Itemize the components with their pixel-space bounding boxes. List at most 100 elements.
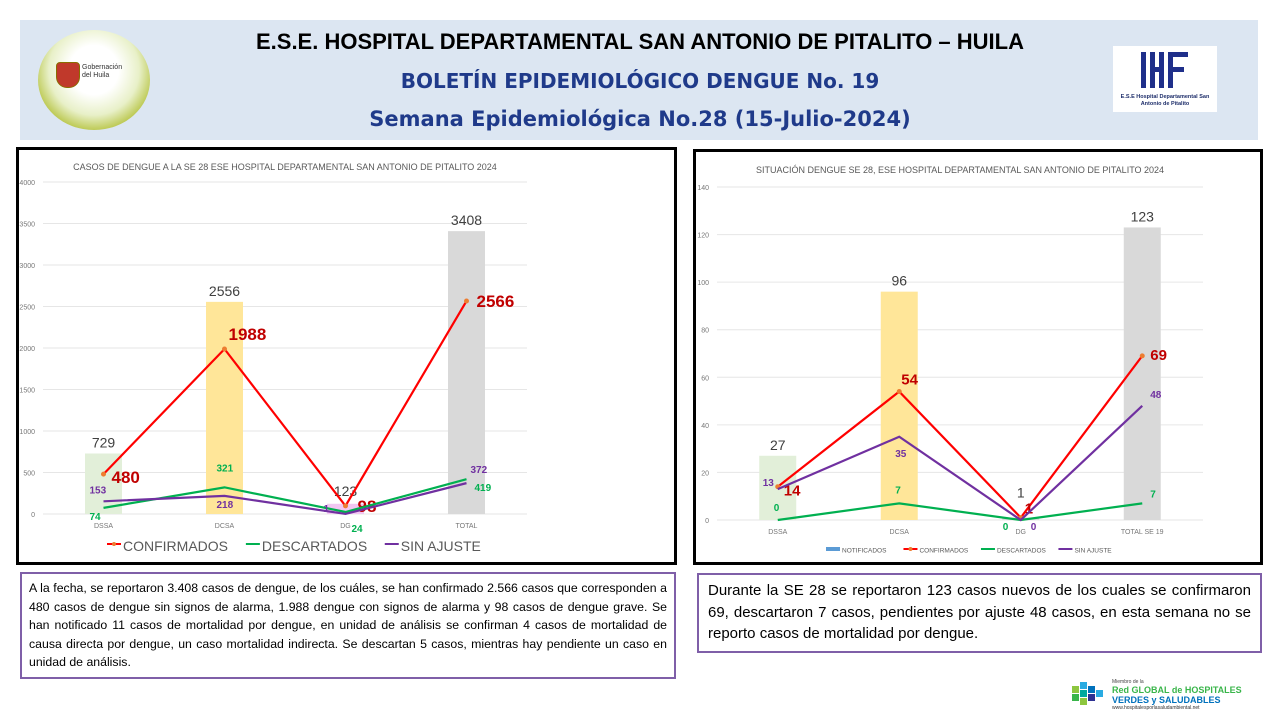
data-label: 419 xyxy=(475,483,492,494)
series-line-descartados xyxy=(103,478,467,514)
y-tick-label: 0 xyxy=(705,518,709,525)
data-point xyxy=(1139,353,1145,359)
x-tick-label: TOTAL xyxy=(456,523,478,530)
data-label: 7 xyxy=(1150,489,1156,500)
gobernacion-huila-logo: Gobernación del Huila xyxy=(38,30,150,130)
y-tick-label: 1000 xyxy=(19,429,35,436)
data-label: 24 xyxy=(352,524,364,535)
data-label: 1 xyxy=(324,504,330,515)
legend-marker xyxy=(112,542,116,546)
bar xyxy=(448,231,485,515)
legend-label: CONFIRMADOS xyxy=(123,538,228,554)
data-label: 48 xyxy=(1150,390,1162,401)
y-tick-label: 60 xyxy=(701,375,709,382)
data-label: 372 xyxy=(471,465,488,476)
data-label: 218 xyxy=(217,500,234,511)
bar-value-label: 27 xyxy=(770,437,786,453)
data-label: 153 xyxy=(90,485,107,496)
legend-label: DESCARTADOS xyxy=(262,538,367,554)
summary-text-left: A la fecha, se reportaron 3.408 casos de… xyxy=(20,572,676,679)
hospital-logo: E.S.E Hospital Departamental San Antonio… xyxy=(1113,46,1217,112)
y-tick-label: 3500 xyxy=(19,222,35,229)
series-line-sin-ajuste xyxy=(777,405,1144,522)
x-tick-label: DCSA xyxy=(215,523,235,530)
bar-value-label: 123 xyxy=(1131,208,1155,224)
chart-title: CASOS DE DENGUE A LA SE 28 ESE HOSPITAL … xyxy=(73,162,497,172)
data-label: 7 xyxy=(895,485,901,496)
data-point xyxy=(896,389,902,395)
header-banner xyxy=(20,20,1258,140)
bar xyxy=(85,453,122,514)
x-tick-label: DSSA xyxy=(768,529,787,536)
bar-value-label: 3408 xyxy=(451,212,482,228)
y-tick-label: 120 xyxy=(697,233,709,240)
bar-value-label: 96 xyxy=(891,273,907,289)
logo-line: Red GLOBAL de HOSPITALES xyxy=(1112,685,1242,695)
logo-line: Miembro de la xyxy=(1112,679,1144,685)
data-point xyxy=(222,346,227,352)
legend-swatch xyxy=(826,547,840,551)
x-tick-label: TOTAL SE 19 xyxy=(1121,529,1164,536)
legend-label: SIN AJUSTE xyxy=(1074,547,1112,554)
chart-svg: SITUACIÓN DENGUE SE 28, ESE HOSPITAL DEP… xyxy=(697,165,1203,554)
chart-week-situation: SITUACIÓN DENGUE SE 28, ESE HOSPITAL DEP… xyxy=(693,149,1263,565)
y-tick-label: 3000 xyxy=(19,263,35,270)
series-line-sin-ajuste xyxy=(103,482,467,516)
coat-of-arms-icon xyxy=(56,62,80,88)
y-tick-label: 40 xyxy=(701,423,709,430)
y-tick-label: 20 xyxy=(701,470,709,477)
summary-text-right: Durante la SE 28 se reportaron 123 casos… xyxy=(697,573,1262,653)
series-line-confirmados xyxy=(102,300,468,508)
data-label: 54 xyxy=(901,372,918,389)
legend-label: NOTIFICADOS xyxy=(842,547,887,554)
y-tick-label: 4000 xyxy=(19,180,35,187)
legend-label: SIN AJUSTE xyxy=(401,538,481,554)
page-title: E.S.E. HOSPITAL DEPARTAMENTAL SAN ANTONI… xyxy=(255,29,1024,54)
legend-marker xyxy=(908,547,913,551)
data-label: 0 xyxy=(1031,522,1037,533)
data-label: 74 xyxy=(90,512,102,523)
x-tick-label: DG xyxy=(1016,529,1027,536)
data-point xyxy=(101,471,106,477)
green-hospitals-network-logo: Miembro de la Red GLOBAL de HOSPITALES V… xyxy=(1068,680,1258,712)
x-tick-label: DG xyxy=(340,523,351,530)
data-label: 480 xyxy=(112,468,140,487)
y-tick-label: 100 xyxy=(697,280,709,287)
bar xyxy=(327,503,364,514)
logo-line: VERDES y SALUDABLES xyxy=(1112,695,1221,705)
data-point xyxy=(464,298,469,304)
series-line-confirmados xyxy=(777,355,1144,520)
x-tick-label: DSSA xyxy=(94,523,113,530)
hospital-monogram-icon xyxy=(1141,52,1188,88)
y-tick-label: 2500 xyxy=(19,305,35,312)
data-label: 321 xyxy=(217,463,234,474)
y-tick-label: 500 xyxy=(23,471,35,478)
right-logo-text: E.S.E Hospital Departamental San Antonio… xyxy=(1120,94,1210,107)
data-label: 2566 xyxy=(477,292,515,311)
chart-title: SITUACIÓN DENGUE SE 28, ESE HOSPITAL DEP… xyxy=(756,165,1164,175)
chart-cumulative-cases: CASOS DE DENGUE A LA SE 28 ESE HOSPITAL … xyxy=(16,147,677,565)
x-tick-label: DCSA xyxy=(890,529,910,536)
data-label: 0 xyxy=(1003,522,1009,533)
legend-label: CONFIRMADOS xyxy=(919,547,968,554)
bar-value-label: 729 xyxy=(92,434,116,450)
data-label: 0 xyxy=(774,503,780,514)
y-tick-label: 2000 xyxy=(19,346,35,353)
data-label: 13 xyxy=(763,478,775,489)
data-point xyxy=(343,503,348,509)
chart-svg: CASOS DE DENGUE A LA SE 28 ESE HOSPITAL … xyxy=(19,162,527,554)
epi-week: Semana Epidemiológica No.28 (15-Julio-20… xyxy=(369,107,911,131)
bulletin-subtitle: BOLETÍN EPIDEMIOLÓGICO DENGUE No. 19 xyxy=(400,69,880,93)
data-label: 35 xyxy=(895,449,907,460)
bar-value-label: 2556 xyxy=(209,283,240,299)
y-tick-label: 80 xyxy=(701,328,709,335)
logo-line: www.hospitalesporlasaludambiental.net xyxy=(1112,705,1200,711)
series-line-descartados xyxy=(777,502,1143,522)
left-logo-text: Gobernación del Huila xyxy=(82,64,123,79)
bar xyxy=(206,301,243,514)
y-tick-label: 0 xyxy=(31,512,35,519)
data-label: 69 xyxy=(1150,347,1167,364)
legend-label: DESCARTADOS xyxy=(997,547,1047,554)
bar-value-label: 1 xyxy=(1017,485,1025,501)
y-tick-label: 140 xyxy=(697,185,709,192)
